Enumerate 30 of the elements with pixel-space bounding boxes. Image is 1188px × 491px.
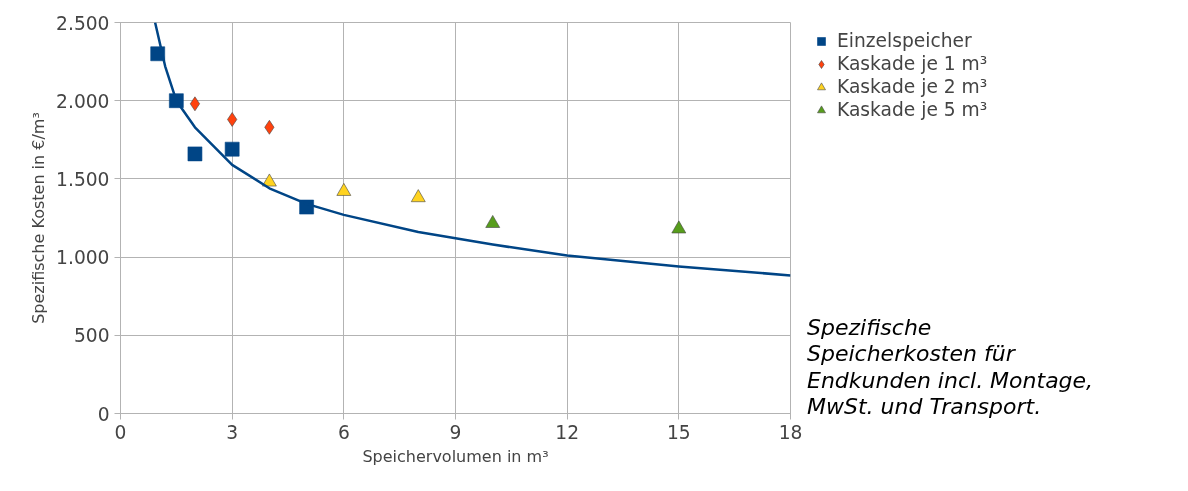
y-tick-label: 1.000: [56, 247, 110, 269]
x-tick-label: 15: [666, 421, 691, 443]
x-tick-label: 12: [555, 421, 580, 443]
line-series: [153, 22, 791, 277]
point: [187, 146, 203, 162]
x-tick-label: 9: [449, 421, 462, 443]
y-axis-title: Spezifische Kosten in €/m³: [29, 112, 49, 324]
x-tick-label: 18: [778, 421, 803, 443]
point: [671, 220, 687, 234]
point: [224, 141, 240, 157]
x-tick-label: 3: [226, 421, 239, 443]
legend-label: Einzelspeicher: [837, 30, 972, 51]
y-tick-label: 1.500: [56, 168, 110, 190]
point: [336, 183, 352, 196]
x-axis-title: Speichervolumen in m³: [362, 446, 549, 466]
legend-label: Kaskade je 5 m³: [837, 99, 988, 120]
point: [299, 199, 314, 215]
y-tick-label: 2.500: [56, 12, 110, 34]
y-tick-label: 2.000: [56, 90, 110, 112]
y-tick-label: 0: [97, 403, 110, 425]
text: Spezifische Speicherkosten für Endkunden incl. Montage, MwSt. und Transport.: [807, 315, 1094, 421]
point: [410, 189, 426, 203]
point: [262, 173, 277, 187]
x-tick-label: 0: [114, 421, 127, 443]
legend-label: Kaskade je 2 m³: [837, 76, 988, 97]
point: [227, 112, 238, 127]
point: [485, 215, 501, 228]
legend-label: Kaskade je 1 m³: [837, 53, 988, 74]
y-tick-label: 500: [73, 325, 110, 347]
x-tick-label: 6: [337, 421, 350, 443]
